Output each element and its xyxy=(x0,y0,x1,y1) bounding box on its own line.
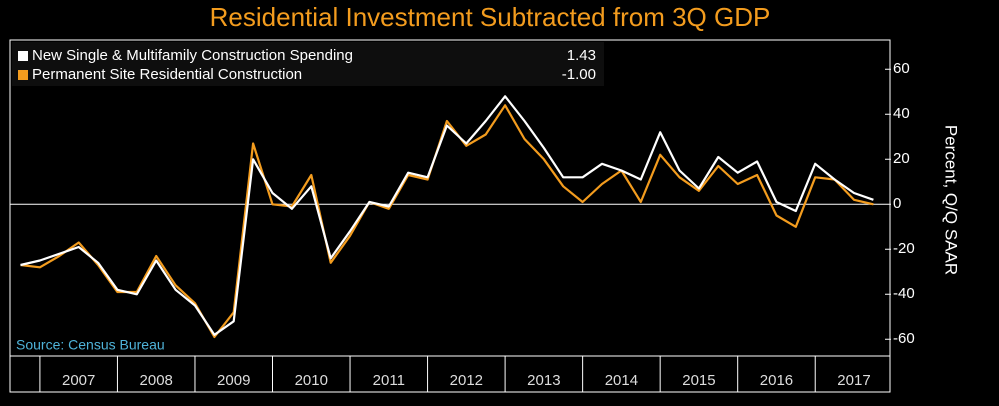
source: Source: Census Bureau xyxy=(16,337,165,353)
x-tick-label: 2010 xyxy=(295,372,328,389)
y-tick-label: 60 xyxy=(893,60,910,77)
series-line xyxy=(20,104,874,339)
frame xyxy=(9,39,891,393)
x-tick-label: 2016 xyxy=(760,372,793,389)
legend-swatch xyxy=(18,70,28,80)
x-tick-label: 2007 xyxy=(62,372,95,389)
x-tick-label: 2015 xyxy=(682,372,715,389)
legend-swatch xyxy=(18,51,28,61)
chart-title: Residential Investment Subtracted from 3… xyxy=(210,2,771,32)
y-tick-label: 0 xyxy=(893,195,901,212)
legend-label: Permanent Site Residential Construction xyxy=(32,66,302,83)
legend-box xyxy=(12,42,604,86)
legend-value: 1.43 xyxy=(567,47,596,64)
x-tick-label: 2017 xyxy=(837,372,870,389)
y-tick-label: 20 xyxy=(893,150,910,167)
x-tick-label: 2014 xyxy=(605,372,638,389)
x-tick-label: 2008 xyxy=(140,372,173,389)
x-tick-label: 2011 xyxy=(373,372,405,389)
x-tick-label: 2009 xyxy=(217,372,250,389)
series-line xyxy=(20,95,874,336)
y-tick-label: -20 xyxy=(893,240,915,257)
y-tick-label: 40 xyxy=(893,105,910,122)
x-tick-label: 2013 xyxy=(527,372,560,389)
y-tick-label: -60 xyxy=(893,330,915,347)
y-axis-label: Percent, Q/Q SAAR xyxy=(942,125,961,275)
x-tick-label: 2012 xyxy=(450,372,483,389)
legend-label: New Single & Multifamily Construction Sp… xyxy=(32,47,353,64)
legend-value: -1.00 xyxy=(562,66,596,83)
y-tick-label: -40 xyxy=(893,285,915,302)
